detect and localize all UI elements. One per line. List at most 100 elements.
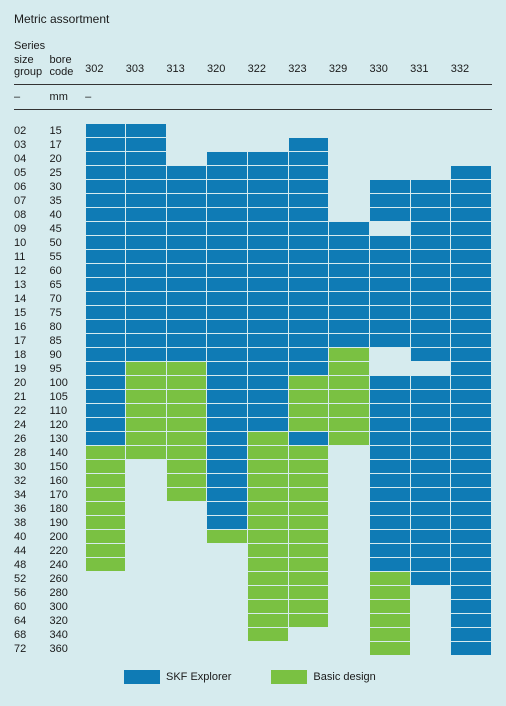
grid-cell	[166, 446, 207, 460]
grid-cell	[166, 264, 207, 278]
grid-cell	[369, 124, 410, 138]
grid-cell	[166, 166, 207, 180]
grid-cell	[166, 138, 207, 152]
grid-cell	[369, 558, 410, 572]
grid-cell	[410, 600, 451, 614]
grid-cell	[85, 180, 126, 194]
grid-cell	[207, 124, 248, 138]
grid-cell	[410, 614, 451, 628]
size-cell: 18	[14, 348, 50, 362]
bore-cell: 220	[50, 544, 86, 558]
grid-cell	[248, 250, 289, 264]
table-row: 1680	[14, 320, 492, 334]
grid-cell	[207, 250, 248, 264]
grid-cell	[369, 516, 410, 530]
table-row: 38190	[14, 516, 492, 530]
grid-cell	[329, 418, 370, 432]
table-row: 36180	[14, 502, 492, 516]
size-cell: 02	[14, 124, 50, 138]
grid-cell	[248, 138, 289, 152]
grid-cell	[451, 180, 492, 194]
grid-cell	[451, 306, 492, 320]
grid-cell	[329, 208, 370, 222]
grid-cell	[288, 474, 329, 488]
table-row: 60300	[14, 600, 492, 614]
grid-cell	[126, 516, 167, 530]
table-row: 1050	[14, 236, 492, 250]
grid-cell	[126, 418, 167, 432]
grid-cell	[451, 460, 492, 474]
grid-cell	[369, 572, 410, 586]
grid-cell	[288, 334, 329, 348]
grid-cell	[248, 530, 289, 544]
grid-cell	[369, 222, 410, 236]
grid-cell	[207, 502, 248, 516]
grid-cell	[410, 138, 451, 152]
grid-cell	[369, 642, 410, 656]
legend-label-explorer: SKF Explorer	[166, 671, 231, 683]
grid-cell	[451, 250, 492, 264]
grid-cell	[410, 264, 451, 278]
grid-cell	[410, 502, 451, 516]
grid-cell	[369, 614, 410, 628]
grid-cell	[166, 348, 207, 362]
grid-cell	[410, 194, 451, 208]
grid-cell	[451, 152, 492, 166]
grid-cell	[126, 502, 167, 516]
grid-cell	[248, 432, 289, 446]
size-cell: 32	[14, 474, 50, 488]
grid-cell	[410, 446, 451, 460]
grid-cell	[207, 572, 248, 586]
grid-cell	[288, 222, 329, 236]
grid-cell	[248, 628, 289, 642]
grid-cell	[85, 558, 126, 572]
grid-cell	[369, 180, 410, 194]
grid-cell	[207, 460, 248, 474]
grid-cell	[248, 586, 289, 600]
header-series-331: 331	[410, 54, 451, 85]
grid-cell	[288, 460, 329, 474]
header-series-303: 303	[126, 54, 167, 85]
grid-cell	[166, 558, 207, 572]
table-row: 72360	[14, 642, 492, 656]
grid-cell	[369, 236, 410, 250]
grid-cell	[329, 180, 370, 194]
grid-cell	[248, 614, 289, 628]
grid-cell	[166, 292, 207, 306]
grid-cell	[85, 362, 126, 376]
grid-cell	[329, 642, 370, 656]
grid-cell	[410, 544, 451, 558]
table-row: 20100	[14, 376, 492, 390]
table-row: 32160	[14, 474, 492, 488]
grid-cell	[248, 264, 289, 278]
grid-cell	[166, 600, 207, 614]
table-row: 64320	[14, 614, 492, 628]
grid-cell	[451, 586, 492, 600]
grid-cell	[207, 348, 248, 362]
table-row: 1155	[14, 250, 492, 264]
header-series-320: 320	[207, 54, 248, 85]
grid-cell	[207, 474, 248, 488]
bore-cell: 320	[50, 614, 86, 628]
grid-cell	[451, 474, 492, 488]
size-cell: 26	[14, 432, 50, 446]
size-cell: 34	[14, 488, 50, 502]
grid-cell	[85, 334, 126, 348]
size-cell: 72	[14, 642, 50, 656]
grid-cell	[410, 558, 451, 572]
grid-cell	[451, 628, 492, 642]
grid-cell	[288, 124, 329, 138]
table-row: 1995	[14, 362, 492, 376]
grid-cell	[126, 600, 167, 614]
grid-cell	[166, 320, 207, 334]
size-cell: 12	[14, 264, 50, 278]
grid-cell	[451, 236, 492, 250]
grid-cell	[166, 432, 207, 446]
grid-cell	[451, 138, 492, 152]
table-row: 28140	[14, 446, 492, 460]
size-cell: 28	[14, 446, 50, 460]
grid-cell	[288, 264, 329, 278]
grid-cell	[410, 334, 451, 348]
grid-cell	[207, 166, 248, 180]
grid-cell	[126, 320, 167, 334]
